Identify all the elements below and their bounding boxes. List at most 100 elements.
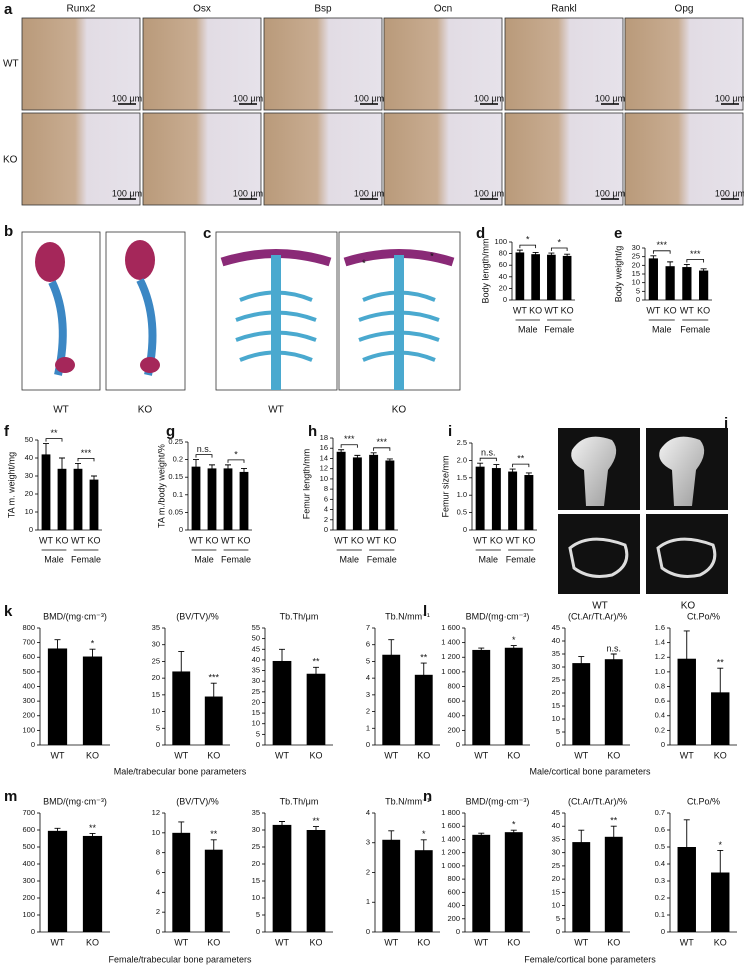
x-tick-label: WT [680, 937, 694, 947]
y-tick-label: 18 [320, 433, 328, 442]
x-tick-label: KO [351, 535, 364, 545]
error-bar [510, 645, 517, 650]
error-bar [578, 829, 585, 854]
x-tick-label: KO [714, 750, 727, 760]
error-bar [178, 650, 185, 692]
bar [352, 457, 362, 530]
error-bar [683, 264, 690, 270]
bar [41, 454, 51, 530]
y-tick-label: 0.2 [173, 455, 183, 464]
y-tick-label: 0 [31, 927, 35, 936]
histology-image [624, 112, 744, 206]
y-tick-label: 40 [552, 636, 560, 645]
y-tick-label: 8 [324, 484, 328, 493]
bar [504, 832, 523, 932]
y-tick-label: 0 [256, 927, 260, 936]
panel-label: m [4, 788, 17, 805]
panel-label: n [423, 788, 432, 805]
y-tick-label: 4 [366, 808, 370, 817]
error-bar [388, 639, 395, 670]
y-tick-label: 0.7 [655, 808, 665, 817]
error-bar [700, 268, 707, 273]
bar [491, 468, 501, 530]
y-tick-label: 4 [366, 673, 370, 682]
y-tick-label: 35 [552, 834, 560, 843]
x-tick-label: KO [86, 937, 99, 947]
x-tick-label: KO [87, 535, 100, 545]
error-bar [388, 830, 395, 849]
bar [57, 468, 67, 530]
group-label: Male [478, 554, 498, 564]
panel-label: g [166, 423, 175, 440]
significance-bracket [45, 438, 63, 442]
bar [677, 658, 696, 745]
y-tick-label: 800 [22, 623, 35, 632]
y-tick-label: 1.0 [457, 490, 467, 499]
y-tick-label: 25 [252, 687, 260, 696]
x-tick-label: KO [417, 937, 430, 947]
y-tick-label: 15 [252, 876, 260, 885]
column-label: Rankl [551, 4, 577, 15]
y-tick-label: 0 [556, 740, 560, 749]
y-tick-label: 800 [447, 874, 460, 883]
y-tick-label: 30 [552, 848, 560, 857]
y-tick-label: 0 [256, 740, 260, 749]
bar [604, 836, 623, 932]
error-bar [225, 464, 231, 472]
y-tick-label: 400 [447, 711, 460, 720]
y-tick-label: 6 [156, 867, 160, 876]
y-tick-label: 20 [152, 673, 160, 682]
bar [272, 660, 292, 745]
significance-bracket [550, 247, 568, 252]
x-tick-label: KO [237, 535, 250, 545]
y-tick-label: 0 [156, 740, 160, 749]
y-tick-label: 15 [552, 887, 560, 896]
error-bar [241, 467, 247, 476]
y-tick-label: 0 [179, 525, 183, 534]
y-tick-label: 6 [324, 494, 328, 503]
chart-title: BMD/(mg·cm⁻³) [43, 611, 107, 621]
error-bar [210, 682, 217, 710]
y-tick-label: 20 [252, 859, 260, 868]
y-tick-label: 0 [324, 525, 328, 534]
y-tick-label: 5 [256, 729, 260, 738]
error-bar [59, 457, 65, 480]
y-tick-label: 80 [499, 249, 507, 258]
error-bar [338, 449, 345, 454]
significance: ** [517, 453, 525, 463]
y-tick-label: 0.8 [655, 681, 665, 690]
y-axis-label: Femur size/mm [440, 455, 450, 517]
x-tick-label: WT [39, 535, 53, 545]
x-tick-label: WT [680, 750, 694, 760]
image-label: WT [592, 601, 608, 612]
y-tick-label: 25 [252, 842, 260, 851]
error-bar [493, 464, 500, 472]
y-tick-label: 300 [22, 696, 35, 705]
scale-bar-label: 100 μm [595, 93, 625, 103]
y-tick-label: 0.05 [168, 507, 183, 516]
bar [191, 466, 201, 530]
panel-label: e [614, 225, 622, 242]
bar [572, 842, 591, 932]
bar [82, 835, 103, 932]
y-tick-label: 700 [22, 808, 35, 817]
y-axis-label: TA m./body weight/% [156, 444, 166, 528]
x-tick-label: WT [680, 305, 694, 315]
y-tick-label: 30 [552, 662, 560, 671]
error-bar [510, 829, 517, 835]
skeleton-image [215, 231, 461, 391]
x-tick-label: WT [51, 937, 65, 947]
histology-image [142, 112, 262, 206]
significance-bracket [77, 458, 95, 462]
panel-label: c [203, 225, 211, 242]
x-tick-label: WT [51, 750, 65, 760]
error-bar [354, 454, 361, 460]
bar [665, 266, 675, 300]
y-tick-label: 5 [256, 910, 260, 919]
y-tick-label: 55 [252, 623, 260, 632]
chart-title: BMD/(mg·cm⁻³) [466, 611, 530, 621]
bar [562, 255, 572, 300]
significance-bracket [373, 447, 391, 451]
y-tick-label: 3 [366, 838, 370, 847]
